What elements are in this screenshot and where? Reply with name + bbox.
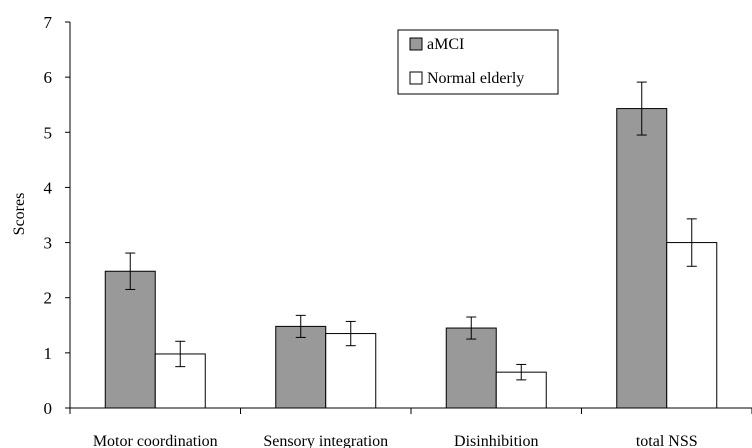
legend-box [397, 29, 559, 95]
bar-amci [616, 108, 668, 409]
x-category-label: Disinhibition [454, 433, 538, 448]
bar-normal-elderly [495, 371, 547, 409]
legend-label-amci: aMCI [427, 36, 464, 53]
legend: aMCI Normal elderly [397, 29, 559, 95]
bar-amci [104, 270, 156, 409]
y-axis-title: Scores [11, 193, 28, 236]
y-tick-label: 7 [44, 13, 53, 32]
y-tick-label: 4 [44, 178, 53, 197]
x-category-label: total NSS [636, 433, 698, 448]
bar-amci [445, 327, 497, 409]
x-category-label: Motor coordination [93, 433, 218, 448]
y-tick-label: 5 [44, 123, 53, 142]
y-tick-label: 0 [44, 399, 53, 418]
legend-swatch-amci [409, 37, 423, 51]
bar-amci [275, 325, 327, 409]
y-tick-label: 1 [44, 344, 53, 363]
legend-label-normal-elderly: Normal elderly [427, 70, 524, 87]
x-category-label: Sensory integration [263, 433, 388, 448]
bar-normal-elderly [666, 242, 718, 409]
y-tick-label: 2 [44, 289, 53, 308]
y-tick-label: 6 [44, 68, 53, 87]
y-tick-label: 3 [44, 234, 53, 253]
plot-area: 0 1 2 3 4 5 6 7 Motor coordination Sensory integr… [44, 13, 752, 448]
legend-swatch-normal-elderly [409, 71, 423, 85]
